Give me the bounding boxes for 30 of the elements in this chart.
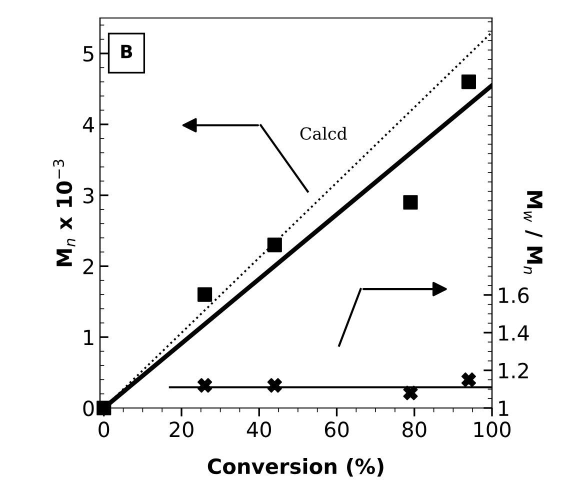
point <box>198 287 212 302</box>
y2-tick-label: 1.2 <box>499 362 528 378</box>
point <box>403 386 418 400</box>
point <box>198 378 212 393</box>
point <box>461 372 476 388</box>
y-tick-label: 0 <box>83 400 94 416</box>
y-tick-label: 5 <box>83 46 94 62</box>
y-tick-label: 1 <box>84 330 94 346</box>
x-axis-title: Conversion (%) <box>208 458 384 477</box>
y2-tick-label: 1.4 <box>499 325 529 341</box>
point <box>267 238 282 252</box>
x-tick-label: 60 <box>324 422 349 438</box>
y2-axis-title: M$_{w}$ / M$_{n}$ <box>524 191 542 274</box>
point <box>461 74 476 90</box>
point <box>96 400 112 416</box>
x-tick-label: 40 <box>246 422 271 438</box>
y-tick-label: 2 <box>83 258 94 274</box>
y-tick-label: 3 <box>83 188 94 204</box>
point <box>403 195 418 210</box>
point <box>267 378 282 393</box>
x-tick-label: 20 <box>170 422 194 438</box>
y2-tick-label: 1.6 <box>499 287 529 304</box>
y-tick-label: 4 <box>82 117 94 132</box>
x-tick-label: 80 <box>402 422 426 438</box>
y2-tick-label: 1 <box>499 400 508 416</box>
x-tick-label: 100 <box>474 422 510 438</box>
annotation: B <box>121 44 132 58</box>
y-axis-title: M$_{n}$ x 10$^{−3}$ <box>53 160 76 266</box>
annotation: Calcd <box>300 126 347 140</box>
x-tick-label: 0 <box>98 422 110 438</box>
